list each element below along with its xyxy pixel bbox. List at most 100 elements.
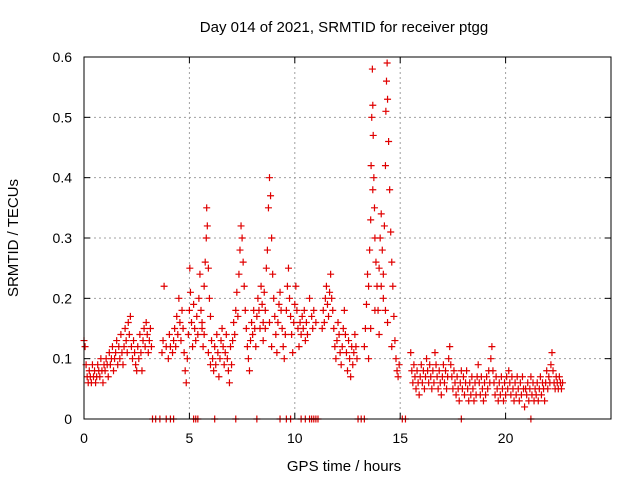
data-point <box>281 331 289 339</box>
data-point <box>423 355 431 363</box>
data-point <box>135 355 143 363</box>
data-point <box>474 361 482 369</box>
data-point <box>362 300 370 308</box>
data-point <box>261 306 269 314</box>
data-point <box>92 379 100 387</box>
data-point <box>431 349 439 357</box>
data-point <box>417 361 425 369</box>
data-point <box>295 343 303 351</box>
data-point <box>244 355 252 363</box>
data-point <box>130 337 138 345</box>
data-point <box>442 367 450 375</box>
data-point <box>329 306 337 314</box>
data-point <box>258 300 266 308</box>
data-point <box>555 373 563 381</box>
data-point <box>303 331 311 339</box>
data-point <box>379 294 387 302</box>
data-point <box>199 343 207 351</box>
data-point <box>238 234 246 242</box>
data-point <box>147 343 155 351</box>
data-point <box>341 331 349 339</box>
data-point <box>338 343 346 351</box>
data-point <box>223 355 231 363</box>
data-point <box>427 373 435 381</box>
data-point <box>143 331 151 339</box>
data-point <box>121 325 129 332</box>
data-point <box>377 210 385 218</box>
data-point <box>460 391 468 399</box>
data-point <box>393 367 401 375</box>
data-point <box>293 306 301 314</box>
data-point <box>297 331 305 339</box>
data-point <box>236 246 244 254</box>
data-point <box>264 204 272 212</box>
data-point <box>188 318 196 326</box>
data-point <box>292 282 300 290</box>
data-point <box>296 318 304 326</box>
data-point <box>270 294 278 302</box>
data-point <box>413 367 421 375</box>
data-point <box>515 397 523 405</box>
data-point <box>346 355 354 363</box>
data-point <box>117 331 125 339</box>
x-tick-label: 10 <box>287 430 303 446</box>
data-point <box>452 391 460 399</box>
data-point <box>310 306 318 314</box>
data-point <box>212 361 220 369</box>
data-point <box>489 367 497 375</box>
data-point <box>213 331 221 339</box>
data-point <box>200 282 208 290</box>
data-point <box>217 337 225 345</box>
data-point <box>394 373 402 381</box>
data-point <box>266 174 274 182</box>
data-point <box>426 361 434 369</box>
data-point <box>260 288 268 296</box>
data-point <box>286 294 294 302</box>
data-point <box>377 282 385 290</box>
data-point <box>360 343 368 351</box>
data-point <box>174 331 182 339</box>
data-point <box>127 343 135 351</box>
data-point <box>144 349 152 357</box>
data-point <box>160 282 168 290</box>
data-point <box>369 131 377 139</box>
data-point <box>202 234 210 242</box>
data-point <box>430 379 438 387</box>
data-point <box>337 361 345 369</box>
y-tick-label: 0.6 <box>53 49 73 65</box>
data-point <box>437 391 445 399</box>
data-point <box>119 361 127 369</box>
data-point <box>173 312 181 320</box>
data-point <box>379 270 387 278</box>
grid-lines <box>84 57 611 419</box>
data-point <box>125 331 133 339</box>
data-point <box>371 306 379 314</box>
data-point <box>534 397 542 405</box>
x-tick-label: 0 <box>80 430 88 446</box>
data-point <box>415 391 423 399</box>
y-tick-label: 0.5 <box>53 109 73 125</box>
data-point <box>142 318 150 326</box>
data-point <box>434 385 442 393</box>
data-point <box>420 385 428 393</box>
y-tick-label: 0.3 <box>53 230 73 246</box>
data-point <box>378 246 386 254</box>
data-point <box>308 312 316 320</box>
data-point <box>169 349 177 357</box>
data-point <box>382 77 390 85</box>
data-point <box>375 331 383 339</box>
data-point <box>367 325 375 332</box>
data-point <box>194 331 202 339</box>
data-point <box>301 337 309 345</box>
data-point <box>469 385 477 393</box>
data-point <box>230 318 238 326</box>
data-point <box>132 361 140 369</box>
data-point <box>547 361 555 369</box>
data-point <box>220 361 228 369</box>
data-point <box>263 246 271 254</box>
data-point <box>446 343 454 351</box>
data-point <box>229 337 237 345</box>
data-point <box>247 337 255 345</box>
data-point <box>280 355 288 363</box>
data-point <box>228 361 236 369</box>
